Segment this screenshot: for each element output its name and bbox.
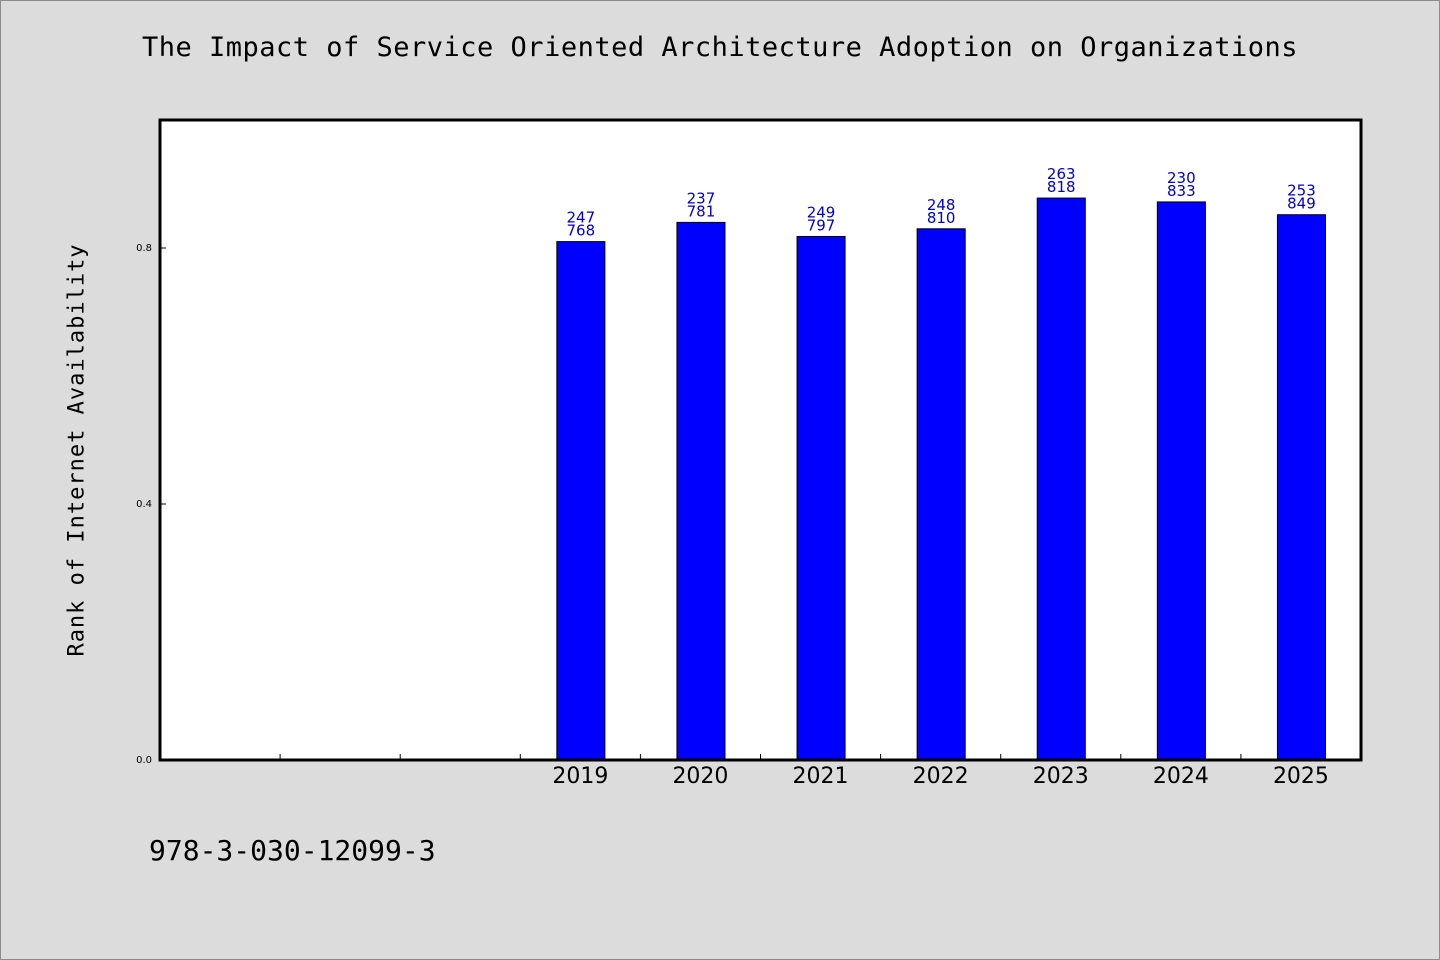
bar-label-bottom: 768: [567, 222, 596, 240]
x-tick-label: 2020: [672, 764, 728, 789]
bar-label-top: 248: [927, 196, 956, 214]
bar-2023: [1036, 197, 1086, 761]
bar-label-top: 253: [1287, 182, 1316, 200]
bar-2025: [1276, 214, 1326, 761]
bar-label-bottom: 810: [927, 209, 956, 227]
x-tick-label: 2019: [552, 764, 608, 789]
y-tick-label: 0.8: [136, 243, 152, 254]
bar-label-top: 263: [1047, 165, 1076, 183]
bar-label-top: 249: [807, 203, 836, 221]
bar-label-bottom: 849: [1287, 195, 1316, 213]
bar-2022: [916, 228, 966, 761]
y-tick-label: 0.0: [136, 755, 152, 766]
isbn-footnote: 978-3-030-12099-3: [149, 834, 436, 867]
x-tick-label: 2022: [913, 764, 969, 789]
x-tick-label: 2023: [1033, 764, 1089, 789]
bar-label-bottom: 797: [807, 216, 836, 234]
bar-label-top: 230: [1167, 169, 1196, 187]
plot-frame: [158, 118, 1363, 762]
bar-label-bottom: 818: [1047, 178, 1076, 196]
bar-2019: [556, 241, 606, 761]
bar-2020: [676, 221, 726, 761]
bar-label-top: 247: [567, 209, 596, 227]
bar-label-top: 237: [687, 189, 716, 207]
y-tick-label: 0.4: [136, 499, 152, 510]
x-tick-label: 2025: [1273, 764, 1329, 789]
bar-2021: [796, 235, 846, 761]
x-tick-label: 2021: [793, 764, 849, 789]
bar-label-bottom: 833: [1167, 182, 1196, 200]
chart-title: The Impact of Service Oriented Architect…: [141, 32, 1299, 63]
x-tick-label: 2024: [1153, 764, 1209, 789]
bar-label-bottom: 781: [687, 202, 716, 220]
bar-2024: [1156, 201, 1206, 761]
